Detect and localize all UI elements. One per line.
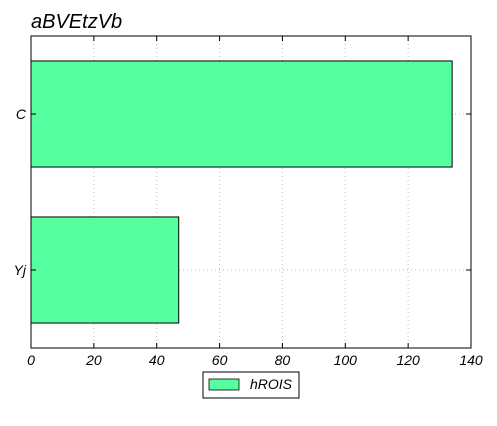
y-tick-label: Yj — [14, 262, 27, 278]
legend: hROIS — [202, 371, 300, 399]
x-axis: 0 20 40 60 80 100 120 140 — [27, 36, 483, 368]
y-tick-label: C — [16, 106, 27, 122]
bar — [30, 216, 180, 324]
legend-swatch — [208, 378, 240, 391]
bars-group — [30, 60, 453, 324]
x-tick-label: 100 — [334, 352, 358, 368]
chart-title: aBVEtzVb — [31, 11, 122, 33]
x-tick-label: 140 — [459, 352, 483, 368]
x-tick-label: 120 — [396, 352, 420, 368]
x-tick-label: 60 — [212, 352, 228, 368]
x-tick-label: 80 — [275, 352, 291, 368]
x-tick-label: 20 — [85, 352, 102, 368]
x-tick-label: 40 — [149, 352, 165, 368]
plot-area-frame — [30, 35, 472, 349]
x-tick-label: 0 — [27, 352, 35, 368]
y-axis: C Yj — [14, 106, 471, 278]
legend-label: hROIS — [250, 376, 293, 392]
bar — [30, 60, 453, 168]
